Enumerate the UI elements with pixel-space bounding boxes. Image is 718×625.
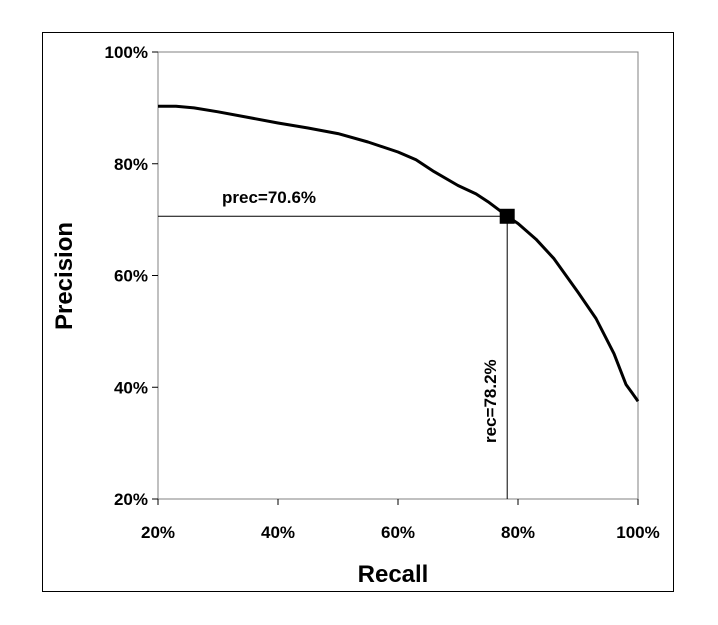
series-line: [158, 104, 640, 403]
x-tick-label: 60%: [381, 523, 415, 542]
highlight-marker: [499, 208, 515, 224]
y-axis-ticks: [152, 51, 158, 500]
y-tick-label: 60%: [114, 267, 148, 286]
y-axis-tick-labels: 20% 40% 60% 80% 100%: [105, 43, 148, 509]
x-axis-tick-labels: 20% 40% 60% 80% 100%: [141, 523, 660, 542]
y-tick-label: 20%: [114, 490, 148, 509]
x-tick-label: 80%: [501, 523, 535, 542]
y-tick-label: 40%: [114, 378, 148, 397]
y-axis-title: Precision: [51, 222, 78, 330]
y-tick-label: 100%: [105, 43, 148, 62]
precision-annotation: prec=70.6%: [222, 188, 316, 207]
y-tick-label: 80%: [114, 155, 148, 174]
x-axis-title: Recall: [358, 561, 429, 588]
x-tick-label: 40%: [261, 523, 295, 542]
recall-annotation: rec=78.2%: [481, 359, 500, 443]
x-tick-label: 100%: [616, 523, 659, 542]
guide-lines: [158, 215, 508, 499]
x-axis-ticks: [157, 499, 639, 505]
x-tick-label: 20%: [141, 523, 175, 542]
